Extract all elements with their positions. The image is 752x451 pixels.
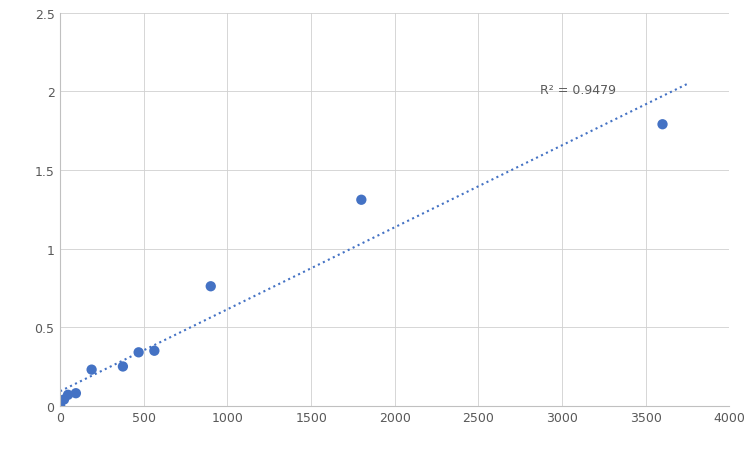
Text: R² = 0.9479: R² = 0.9479 [541, 84, 617, 97]
Point [355, 197, 367, 204]
Point [62, 391, 74, 399]
Point [117, 363, 129, 370]
Point [148, 347, 160, 354]
Point [86, 366, 98, 373]
Point [58, 396, 70, 403]
Point [54, 402, 66, 410]
Point [70, 390, 82, 397]
Point [656, 121, 669, 129]
Point [132, 349, 144, 356]
Point [205, 283, 217, 290]
